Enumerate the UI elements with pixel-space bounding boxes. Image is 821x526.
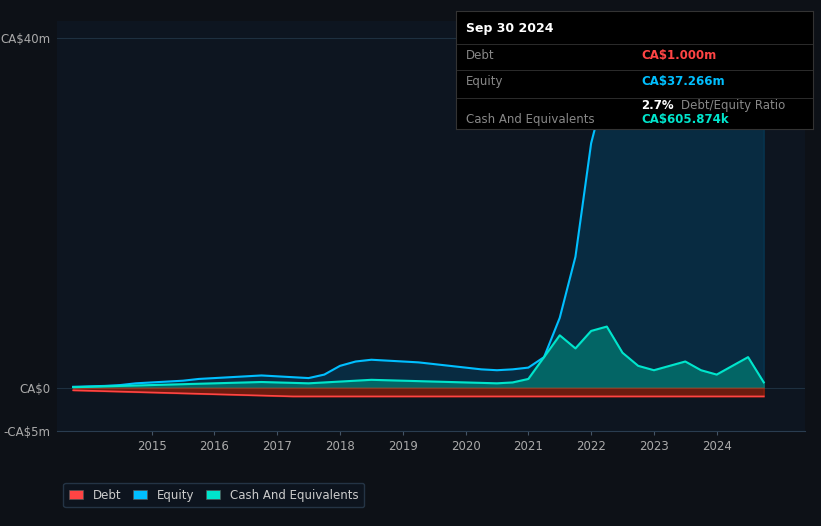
Text: CA$1.000m: CA$1.000m bbox=[641, 49, 717, 62]
Text: Debt/Equity Ratio: Debt/Equity Ratio bbox=[681, 99, 785, 112]
Text: CA$605.874k: CA$605.874k bbox=[641, 113, 729, 126]
Text: Sep 30 2024: Sep 30 2024 bbox=[466, 22, 554, 35]
Text: Equity: Equity bbox=[466, 75, 504, 88]
Text: Cash And Equivalents: Cash And Equivalents bbox=[466, 113, 595, 126]
Text: 2.7%: 2.7% bbox=[641, 99, 674, 112]
Legend: Debt, Equity, Cash And Equivalents: Debt, Equity, Cash And Equivalents bbox=[63, 483, 365, 508]
Text: Debt: Debt bbox=[466, 49, 495, 62]
Text: CA$37.266m: CA$37.266m bbox=[641, 75, 725, 88]
